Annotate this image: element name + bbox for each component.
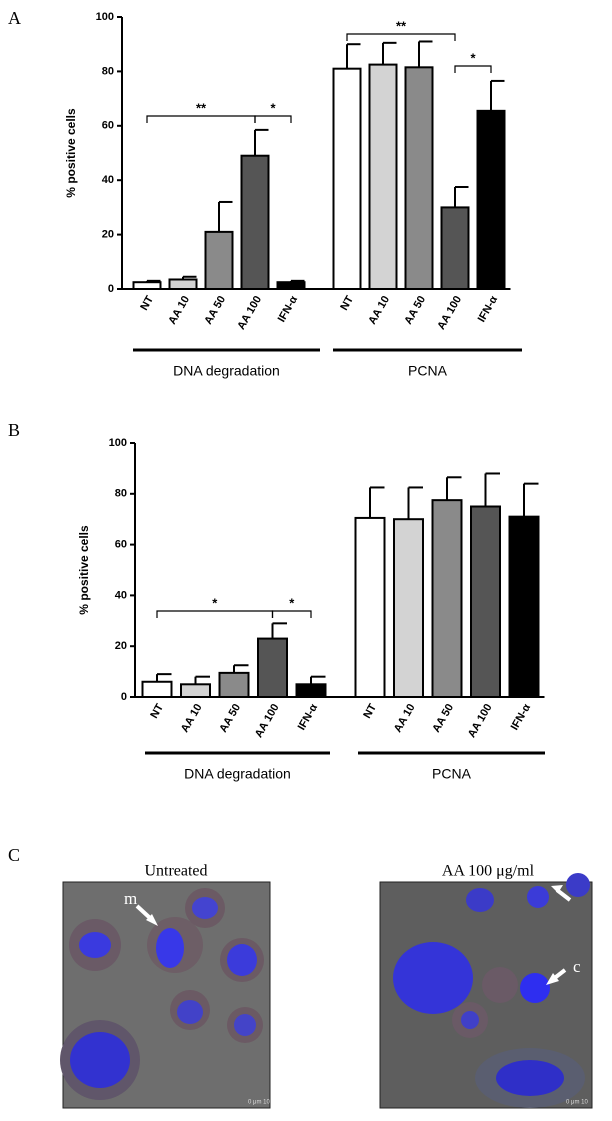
bar [440, 206, 470, 290]
y-tick-label: 40 [102, 174, 114, 186]
significance-label: ** [396, 18, 407, 33]
bar [218, 671, 250, 698]
y-tick-label: 40 [115, 589, 127, 601]
bar [180, 683, 211, 698]
image-title: AA 100 μg/ml [442, 863, 535, 880]
bar [257, 637, 288, 699]
x-tick-label: AA 50 [217, 702, 243, 735]
image-title: Untreated [144, 863, 207, 880]
bar [393, 518, 424, 699]
panel-label: C [8, 845, 20, 865]
x-tick-label: IFN-α [509, 702, 534, 733]
y-tick-label: 0 [121, 691, 127, 703]
x-tick-label: NT [338, 294, 356, 313]
y-tick-label: 60 [102, 120, 114, 132]
x-tick-label: AA 10 [392, 702, 418, 735]
significance-bracket [156, 610, 274, 618]
x-tick-label: AA 100 [466, 702, 495, 740]
bar [204, 230, 234, 291]
bar [470, 505, 501, 698]
x-tick-label: IFN-α [276, 294, 301, 325]
bar [476, 109, 506, 290]
x-tick-label: AA 10 [166, 294, 192, 327]
significance-label: ** [196, 100, 207, 115]
y-tick-label: 80 [115, 488, 127, 500]
group-label: PCNA [432, 766, 472, 782]
y-axis-label: % positive cells [77, 525, 91, 615]
micrograph: m 0 μm 10 [60, 881, 271, 1109]
y-tick-label: 20 [102, 229, 114, 241]
x-tick-label: AA 10 [179, 702, 205, 735]
bar [508, 515, 540, 698]
panel-label: A [8, 8, 21, 28]
y-tick-label: 0 [108, 283, 114, 295]
significance-label: * [289, 595, 295, 610]
bar [431, 499, 463, 698]
significance-label: * [212, 595, 218, 610]
significance-label: * [270, 100, 276, 115]
x-tick-label: AA 50 [202, 294, 228, 327]
bar [354, 516, 386, 698]
y-tick-label: 80 [102, 65, 114, 77]
x-tick-label: AA 50 [402, 294, 428, 327]
x-tick-label: AA 100 [435, 294, 464, 332]
x-tick-label: NT [361, 702, 379, 721]
y-tick-label: 100 [109, 437, 127, 449]
x-tick-label: IFN-α [476, 294, 501, 325]
y-axis-label: % positive cells [64, 108, 78, 198]
bar [141, 680, 173, 699]
x-tick-label: AA 100 [253, 702, 282, 740]
bar [404, 66, 434, 290]
bar [240, 154, 270, 290]
bar [295, 683, 327, 698]
bar [276, 281, 306, 291]
x-tick-label: AA 50 [430, 702, 456, 735]
x-tick-label: NT [148, 702, 166, 721]
bar [368, 63, 398, 290]
micrograph: c 0 μm 10 [379, 873, 593, 1109]
y-tick-label: 20 [115, 640, 127, 652]
x-tick-label: NT [138, 294, 156, 313]
bar [132, 281, 162, 291]
group-label: DNA degradation [173, 363, 280, 379]
significance-bracket [346, 33, 456, 41]
group-label: PCNA [408, 363, 448, 379]
x-tick-label: IFN-α [296, 702, 321, 733]
marker-label: m [124, 889, 137, 908]
scale-label: 0 μm 10 [248, 1100, 270, 1106]
marker-label: c [573, 957, 581, 976]
bar [168, 278, 198, 291]
scale-label: 0 μm 10 [566, 1100, 588, 1106]
x-tick-label: AA 10 [366, 294, 392, 327]
significance-bracket [146, 115, 256, 123]
panel-label: B [8, 420, 20, 440]
bar [332, 67, 362, 291]
x-tick-label: AA 100 [235, 294, 264, 332]
significance-label: * [470, 50, 476, 65]
significance-bracket [271, 610, 312, 618]
y-tick-label: 60 [115, 539, 127, 551]
y-tick-label: 100 [96, 11, 114, 23]
significance-bracket [254, 115, 292, 123]
group-label: DNA degradation [184, 766, 291, 782]
significance-bracket [454, 65, 492, 73]
